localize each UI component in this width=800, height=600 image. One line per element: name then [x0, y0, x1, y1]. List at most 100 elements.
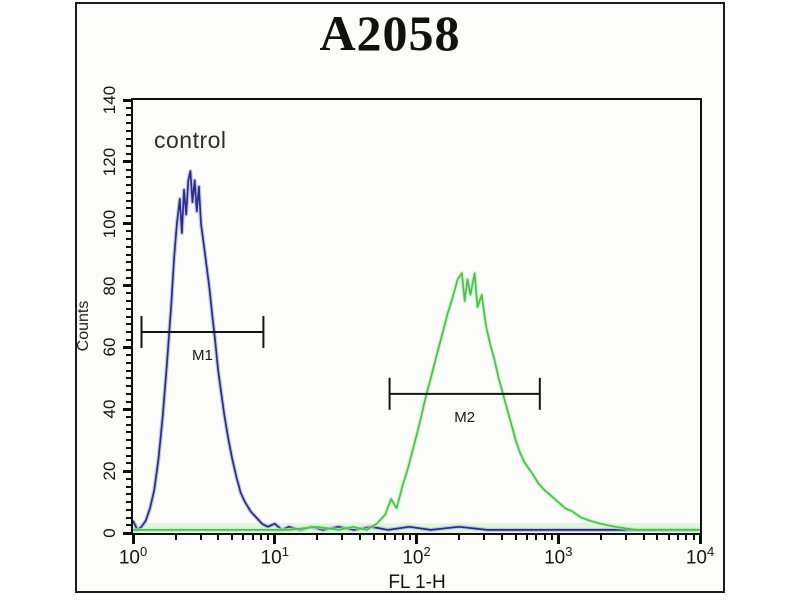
x-minor-tick	[550, 535, 553, 540]
y-minor-tick	[126, 122, 131, 125]
x-minor-tick	[231, 535, 234, 540]
x-minor-tick	[242, 535, 245, 540]
y-minor-tick	[126, 361, 131, 364]
x-tick-label: 101	[260, 544, 289, 569]
x-minor-tick	[599, 535, 602, 540]
y-minor-tick	[126, 392, 131, 395]
antibody-curve-halo	[133, 271, 700, 532]
x-minor-tick	[667, 535, 670, 540]
x-major-tick	[698, 535, 702, 544]
x-tick-label: 102	[402, 544, 431, 569]
y-minor-tick	[126, 245, 131, 248]
y-tick-label: 0	[100, 528, 119, 538]
y-minor-tick	[126, 176, 131, 179]
x-minor-tick	[409, 535, 411, 540]
control-series-label: control	[154, 127, 227, 153]
x-minor-tick	[692, 535, 695, 540]
y-minor-tick	[126, 230, 131, 233]
y-minor-tick	[126, 385, 131, 388]
y-major-tick	[123, 407, 131, 411]
y-tick-label: 80	[100, 276, 119, 296]
y-minor-tick	[126, 377, 131, 380]
y-minor-tick	[126, 253, 131, 256]
x-minor-tick	[685, 535, 688, 540]
y-minor-tick	[126, 516, 131, 519]
histogram-curves: M1 M2	[133, 169, 700, 533]
x-minor-tick	[217, 535, 220, 540]
x-tick-label: 104	[685, 544, 715, 569]
y-tick-label: 40	[100, 399, 119, 419]
x-minor-tick	[384, 535, 387, 540]
y-minor-tick	[126, 454, 131, 457]
y-major-tick	[123, 345, 131, 349]
x-minor-tick	[543, 535, 546, 540]
y-minor-tick	[126, 330, 131, 333]
y-minor-tick	[126, 238, 131, 241]
x-minor-tick	[260, 535, 262, 540]
x-minor-tick	[642, 535, 645, 540]
y-major-tick	[123, 98, 131, 102]
y-tick-label: 100	[100, 209, 119, 238]
control-curve-halo	[133, 169, 700, 532]
x-minor-tick	[624, 535, 627, 540]
x-minor-tick	[535, 535, 538, 540]
y-minor-tick	[126, 145, 131, 148]
y-minor-tick	[126, 524, 131, 527]
y-minor-tick	[126, 354, 131, 357]
y-minor-tick	[126, 307, 131, 310]
y-minor-tick	[126, 477, 131, 480]
x-minor-tick	[393, 535, 396, 540]
x-minor-tick	[267, 535, 270, 540]
y-major-tick	[123, 222, 131, 226]
y-minor-tick	[126, 184, 131, 187]
y-minor-tick	[126, 292, 131, 295]
y-minor-tick	[126, 261, 131, 264]
y-minor-tick	[126, 323, 131, 326]
x-minor-tick	[458, 535, 461, 540]
y-major-tick	[123, 284, 131, 288]
y-minor-tick	[126, 168, 131, 171]
y-minor-tick	[126, 114, 131, 117]
y-major-tick	[123, 160, 131, 164]
y-minor-tick	[126, 501, 131, 504]
y-tick-label: 120	[100, 147, 119, 177]
y-minor-tick	[126, 214, 131, 217]
y-minor-tick	[126, 462, 131, 465]
chart-title: A2058	[319, 5, 461, 61]
y-tick-label: 140	[100, 85, 119, 115]
y-minor-tick	[126, 431, 131, 434]
x-minor-tick	[500, 535, 503, 540]
y-axis-title: Counts	[75, 300, 92, 352]
y-minor-tick	[126, 106, 131, 109]
y-minor-tick	[126, 439, 131, 442]
y-tick-label: 60	[100, 337, 119, 357]
y-minor-tick	[126, 446, 131, 449]
y-minor-tick	[126, 199, 131, 202]
x-minor-tick	[341, 535, 344, 540]
plot-frame	[131, 98, 702, 535]
x-major-tick	[131, 535, 135, 544]
y-minor-tick	[126, 423, 131, 426]
y-minor-tick	[126, 276, 131, 279]
x-minor-tick	[199, 535, 202, 540]
m2-marker-label: M2	[454, 409, 475, 426]
x-minor-tick	[514, 535, 517, 540]
x-minor-tick	[359, 535, 362, 540]
x-tick-label: 100	[118, 544, 148, 569]
y-minor-tick	[126, 338, 131, 341]
y-minor-tick	[126, 493, 131, 496]
y-minor-tick	[126, 137, 131, 140]
y-minor-tick	[126, 191, 131, 194]
y-tick-label: 20	[100, 461, 119, 481]
antibody-curve	[133, 272, 700, 531]
y-major-tick	[123, 469, 131, 473]
x-minor-tick	[316, 535, 319, 540]
y-major-tick	[123, 531, 131, 535]
y-minor-tick	[126, 300, 131, 303]
y-minor-tick	[126, 369, 131, 372]
y-minor-tick	[126, 485, 131, 488]
x-minor-tick	[677, 535, 680, 540]
y-minor-tick	[126, 400, 131, 403]
y-minor-tick	[126, 153, 131, 156]
